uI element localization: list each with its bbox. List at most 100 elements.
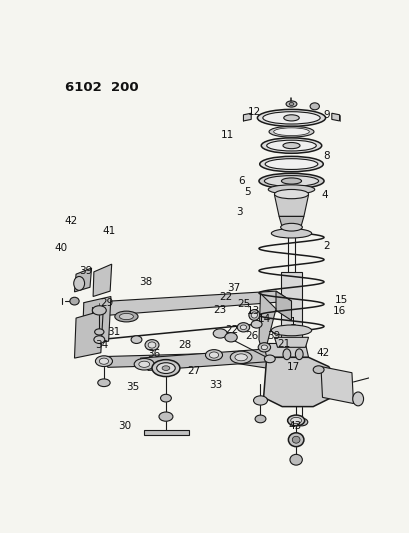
Polygon shape (263, 357, 336, 407)
Ellipse shape (288, 433, 303, 447)
Text: 6: 6 (238, 176, 245, 187)
Text: 36: 36 (146, 349, 160, 359)
Text: 4: 4 (321, 190, 328, 200)
Ellipse shape (268, 126, 313, 137)
Ellipse shape (156, 363, 175, 374)
Text: 39: 39 (79, 266, 92, 276)
Ellipse shape (152, 360, 180, 377)
Ellipse shape (95, 356, 112, 367)
Ellipse shape (162, 366, 169, 370)
Text: 42: 42 (64, 216, 77, 226)
Ellipse shape (280, 223, 301, 231)
Ellipse shape (94, 336, 104, 343)
Ellipse shape (134, 359, 154, 370)
Text: 6102  200: 6102 200 (65, 81, 139, 94)
Ellipse shape (209, 352, 218, 358)
Text: 42: 42 (315, 348, 328, 358)
Ellipse shape (258, 343, 270, 352)
Polygon shape (258, 294, 275, 357)
Polygon shape (82, 296, 111, 345)
Ellipse shape (205, 350, 222, 360)
Ellipse shape (281, 178, 301, 184)
Ellipse shape (148, 342, 155, 348)
Polygon shape (243, 113, 251, 121)
Text: 22: 22 (219, 292, 232, 302)
Text: 26: 26 (244, 330, 257, 341)
Ellipse shape (294, 418, 307, 426)
Text: 23: 23 (213, 305, 226, 315)
Ellipse shape (261, 345, 267, 350)
Ellipse shape (261, 138, 321, 154)
Text: 34: 34 (95, 340, 108, 350)
Ellipse shape (282, 142, 299, 149)
Polygon shape (279, 216, 303, 227)
Text: 39: 39 (266, 332, 280, 342)
Text: 9: 9 (323, 110, 330, 120)
Ellipse shape (262, 112, 319, 124)
Polygon shape (104, 353, 318, 375)
Text: 8: 8 (323, 151, 330, 161)
Text: 16: 16 (332, 306, 345, 316)
Ellipse shape (312, 366, 323, 374)
Ellipse shape (258, 173, 323, 189)
Ellipse shape (380, 366, 393, 383)
Text: 11: 11 (220, 130, 234, 140)
Polygon shape (274, 337, 308, 348)
Ellipse shape (254, 415, 265, 423)
Text: 37: 37 (227, 282, 240, 293)
Text: 3: 3 (236, 207, 242, 217)
Ellipse shape (282, 349, 290, 360)
Ellipse shape (230, 351, 252, 364)
Ellipse shape (309, 103, 319, 110)
Polygon shape (331, 113, 339, 121)
Text: 25: 25 (236, 298, 249, 309)
Polygon shape (93, 264, 111, 296)
Text: 15: 15 (334, 295, 347, 305)
Polygon shape (140, 346, 306, 370)
Polygon shape (275, 291, 291, 320)
Ellipse shape (264, 175, 318, 187)
Text: 29: 29 (100, 298, 113, 308)
Ellipse shape (352, 392, 363, 406)
Ellipse shape (92, 306, 106, 315)
Text: 17: 17 (286, 362, 299, 372)
Text: 22: 22 (225, 325, 238, 335)
Ellipse shape (237, 322, 249, 332)
Ellipse shape (240, 325, 246, 329)
Text: 41: 41 (102, 225, 115, 236)
Ellipse shape (384, 370, 390, 378)
Text: 35: 35 (126, 382, 139, 392)
Text: 30: 30 (117, 421, 130, 431)
Ellipse shape (271, 229, 311, 238)
Ellipse shape (224, 333, 237, 342)
Text: 38: 38 (139, 277, 152, 287)
Polygon shape (74, 268, 91, 292)
Ellipse shape (273, 128, 308, 135)
Ellipse shape (160, 394, 171, 402)
Ellipse shape (271, 325, 311, 336)
Ellipse shape (289, 454, 301, 465)
Ellipse shape (257, 109, 325, 126)
Ellipse shape (264, 355, 274, 363)
Ellipse shape (94, 329, 104, 335)
Text: 33: 33 (209, 380, 222, 390)
Text: 40: 40 (54, 243, 67, 253)
Text: 14: 14 (257, 314, 270, 324)
Text: 21: 21 (276, 339, 290, 349)
Ellipse shape (267, 185, 314, 194)
Ellipse shape (139, 361, 149, 367)
Ellipse shape (283, 115, 299, 121)
Ellipse shape (253, 396, 267, 405)
Polygon shape (280, 272, 301, 341)
Ellipse shape (145, 340, 159, 350)
Ellipse shape (99, 358, 108, 364)
Ellipse shape (274, 189, 308, 199)
Text: 12: 12 (247, 107, 261, 117)
Text: 13: 13 (246, 306, 259, 316)
Ellipse shape (115, 311, 138, 322)
Ellipse shape (159, 412, 173, 421)
Text: 28: 28 (178, 340, 191, 350)
Polygon shape (320, 367, 353, 403)
Ellipse shape (70, 297, 79, 305)
Text: 31: 31 (107, 327, 120, 336)
